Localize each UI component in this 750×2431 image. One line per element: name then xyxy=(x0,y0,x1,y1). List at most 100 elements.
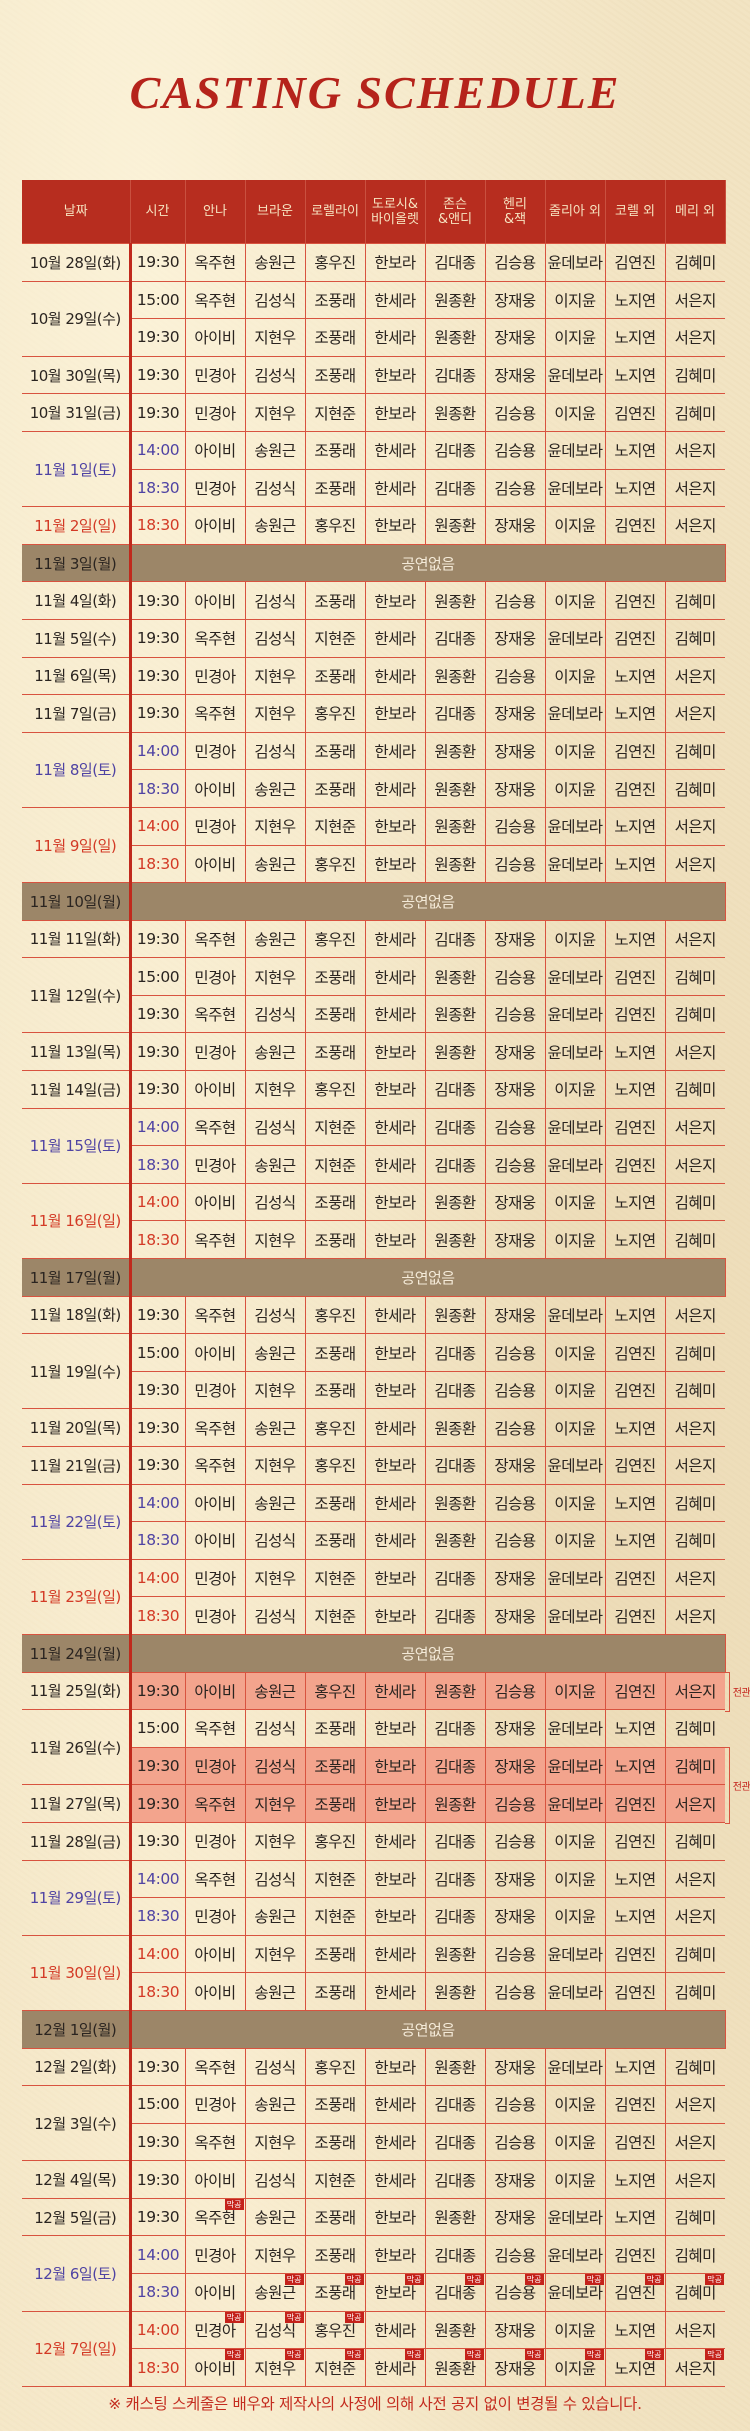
cast-name: 윤데보라 xyxy=(547,2246,603,2265)
date-cell: 11월 8일(토) xyxy=(22,731,132,808)
cast-cell: 홍우진 xyxy=(304,1671,366,1711)
no-show-row: 12월 1일(월) 공연없음 xyxy=(22,2009,750,2049)
cast-cell: 민경아 xyxy=(184,1032,246,1072)
cast-name: 한보라 xyxy=(374,1720,416,1739)
cast-cell: 윤데보라 xyxy=(544,1107,606,1147)
cast-cell: 김혜미 xyxy=(664,769,725,808)
cast-cell: 조풍래 xyxy=(304,1934,366,1974)
cast-name: 조풍래 xyxy=(314,1231,356,1250)
last-show-badge: 막공 xyxy=(705,2274,724,2286)
date-cell: 11월 30일(일) xyxy=(22,1934,132,2011)
cast-name: 이지윤 xyxy=(554,1194,596,1213)
cast-cell: 이지윤 xyxy=(544,2310,606,2350)
cast-name: 한세라 xyxy=(374,479,416,498)
cast-name: 김성식 xyxy=(254,479,296,498)
cast-name: 김혜미 xyxy=(674,1194,717,1213)
cast-name: 김성식 xyxy=(254,592,296,611)
cast-cell: 송원근 xyxy=(244,1897,306,1936)
cast-cell: 김승용 막공 xyxy=(484,2273,546,2312)
cast-cell: 송원근 xyxy=(244,2197,306,2237)
cast-name: 노지연 xyxy=(614,2171,656,2190)
show-time: 14:00 xyxy=(129,731,186,771)
row-spacer xyxy=(725,2311,750,2349)
cast-name: 장재웅 xyxy=(494,367,536,386)
show-time: 19:30 xyxy=(129,656,186,696)
cast-cell: 이지윤 xyxy=(544,2122,606,2162)
cast-cell: 김대종 xyxy=(424,1897,486,1936)
show-time: 15:00 xyxy=(129,2085,186,2124)
cast-name: 이지윤 xyxy=(554,1081,596,1100)
cast-name: 조풍래 xyxy=(314,780,356,799)
show-time: 19:30 xyxy=(129,1032,186,1072)
cast-name: 홍우진 xyxy=(314,1081,356,1100)
cast-cell: 지현우 xyxy=(244,1446,306,1485)
cast-cell: 김연진 xyxy=(604,2235,666,2275)
bracket-line xyxy=(725,1672,730,1712)
cast-cell: 김연진 xyxy=(604,2122,666,2162)
header-role: 안나 xyxy=(185,180,246,244)
cast-cell: 김성식 xyxy=(244,994,306,1034)
cast-name: 김혜미 xyxy=(674,1382,717,1401)
cast-name: 옥주현 xyxy=(194,1720,236,1739)
cast-name: 장재웅 xyxy=(494,291,536,310)
cast-cell: 이지윤 xyxy=(544,1370,606,1410)
cast-name: 아이비 xyxy=(194,2171,236,2190)
cast-cell: 조풍래 xyxy=(304,769,366,808)
cast-name: 민경아 xyxy=(194,1607,236,1626)
cast-cell: 한세라 막공 xyxy=(364,2348,426,2387)
cast-cell: 김성식 xyxy=(244,581,306,620)
cast-cell: 김승용 xyxy=(484,1671,546,1711)
cast-name: 한보라 xyxy=(374,705,416,724)
cast-cell: 장재웅 xyxy=(484,2197,546,2237)
cast-name: 김혜미 xyxy=(674,592,717,611)
cast-cell: 김대종 xyxy=(424,1446,486,1485)
header-role: 메리 외 xyxy=(665,180,726,244)
cast-cell: 원종환 xyxy=(424,844,486,884)
cast-name: 송원근 xyxy=(254,855,296,874)
cast-name: 김성식 xyxy=(254,2321,296,2340)
header-role: 존슨 &앤디 xyxy=(425,180,486,244)
cast-name: 김성식 xyxy=(254,291,296,310)
cast-name: 장재웅 xyxy=(494,1908,536,1927)
cast-name: 이지윤 xyxy=(554,1532,596,1551)
cast-cell: 한세라 xyxy=(364,994,426,1034)
cast-name: 장재웅 xyxy=(494,1081,536,1100)
cast-name: 조풍래 xyxy=(314,479,356,498)
cast-cell: 김성식 xyxy=(244,1521,306,1560)
cast-cell: 민경아 xyxy=(184,1558,246,1598)
date-cell: 11월 26일(수) xyxy=(22,1709,132,1786)
cast-name: 장재웅 xyxy=(494,1720,536,1739)
cast-name: 김연진 xyxy=(614,780,656,799)
cast-name: 원종환 xyxy=(434,1306,476,1325)
cast-name: 장재웅 xyxy=(494,1607,536,1626)
cast-cell: 윤데보라 xyxy=(544,430,606,470)
show-time: 19:30 xyxy=(129,1408,186,1447)
cast-name: 윤데보라 xyxy=(547,630,603,649)
cast-name: 김연진 xyxy=(614,1118,656,1137)
date-cell: 11월 19일(수) xyxy=(22,1333,132,1410)
cast-cell: 김성식 xyxy=(244,468,306,508)
show-time: 18:30 xyxy=(129,1972,186,2011)
cast-cell: 한보라 xyxy=(364,806,426,846)
cast-name: 윤데보라 xyxy=(547,1006,603,1025)
cast-cell: 윤데보라 xyxy=(544,468,606,508)
cast-name: 원종환 xyxy=(434,1231,476,1250)
cast-cell: 김승용 xyxy=(484,2235,546,2275)
date-cell: 12월 3일(수) xyxy=(22,2085,132,2162)
cast-name: 김성식 xyxy=(254,1194,296,1213)
show-time: 19:30 xyxy=(129,2160,186,2199)
cast-cell: 한세라 xyxy=(364,2122,426,2162)
last-show-badge: 막공 xyxy=(644,2274,664,2286)
cast-name: 이지윤 xyxy=(554,1382,596,1401)
cast-cell: 윤데보라 xyxy=(544,618,606,658)
cast-cell: 노지연 xyxy=(604,1408,666,1447)
cast-cell: 원종환 xyxy=(424,1784,486,1823)
cast-cell: 노지연 xyxy=(604,468,666,508)
cast-cell: 윤데보라 xyxy=(544,1709,606,1748)
cast-cell: 한세라 xyxy=(364,1483,426,1523)
cast-name: 이지윤 xyxy=(554,291,596,310)
cast-cell: 윤데보라 xyxy=(544,1972,606,2011)
cast-name: 김대종 xyxy=(434,705,476,724)
cast-cell: 지현우 xyxy=(244,318,306,357)
cast-name: 윤데보라 xyxy=(547,1795,603,1814)
